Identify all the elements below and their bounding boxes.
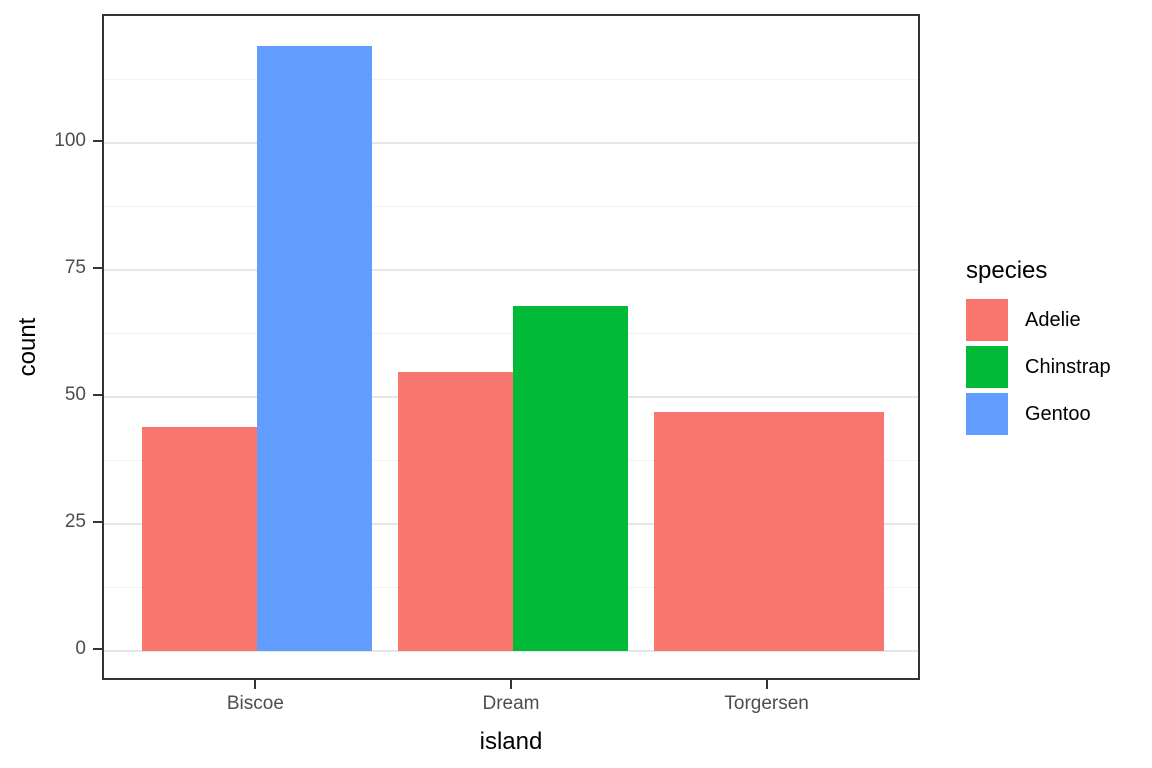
legend-entry-label: Adelie xyxy=(1025,308,1081,331)
x-tick-mark xyxy=(254,680,257,689)
legend-key-swatch xyxy=(966,346,1008,388)
y-tick-mark xyxy=(93,140,102,142)
bar-biscoe-adelie xyxy=(142,427,258,651)
legend-entry-label: Gentoo xyxy=(1025,402,1091,425)
y-tick-mark xyxy=(93,648,102,650)
legend-entry: Chinstrap xyxy=(966,346,1111,388)
x-tick-label: Torgersen xyxy=(724,693,809,714)
legend-entry-label: Chinstrap xyxy=(1025,355,1111,378)
gridline-major xyxy=(104,650,918,652)
bar-dream-adelie xyxy=(397,371,513,651)
y-tick-label: 0 xyxy=(75,638,86,659)
legend: species Adelie Chinstrap Gentoo xyxy=(966,256,1111,440)
y-tick-label: 100 xyxy=(54,130,86,151)
gridline-minor xyxy=(104,79,918,80)
legend-entry: Gentoo xyxy=(966,393,1111,435)
gridline-major xyxy=(104,269,918,271)
gridline-major xyxy=(104,142,918,144)
y-tick-label: 50 xyxy=(64,384,86,405)
gridline-minor xyxy=(104,333,918,334)
legend-key-swatch xyxy=(966,299,1008,341)
legend-entries: Adelie Chinstrap Gentoo xyxy=(966,299,1111,435)
plot-panel xyxy=(102,14,920,680)
y-tick-mark xyxy=(93,394,102,396)
x-tick-label: Biscoe xyxy=(226,693,284,714)
legend-key-swatch xyxy=(966,393,1008,435)
y-tick-label: 75 xyxy=(64,257,86,278)
y-tick-label: 25 xyxy=(64,511,86,532)
bar-biscoe-gentoo xyxy=(257,46,373,651)
x-tick-label: Dream xyxy=(482,693,540,714)
gridline-minor xyxy=(104,206,918,207)
bar-dream-chinstrap xyxy=(513,305,629,651)
y-axis-title: count xyxy=(14,317,41,377)
x-tick-mark xyxy=(510,680,512,689)
legend-entry: Adelie xyxy=(966,299,1111,341)
bar-torgersen-adelie xyxy=(653,412,884,651)
x-tick-mark xyxy=(765,680,768,689)
y-tick-mark xyxy=(93,267,102,269)
y-tick-mark xyxy=(93,521,102,523)
legend-title: species xyxy=(966,257,1048,284)
x-axis-title: island xyxy=(479,728,543,755)
